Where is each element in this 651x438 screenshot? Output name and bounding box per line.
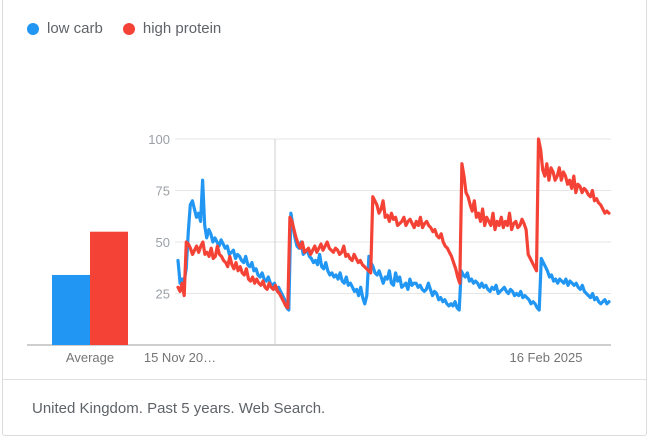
legend-label: high protein (142, 20, 222, 37)
legend-label: low carb (47, 20, 103, 37)
average-bar-high-protein (90, 231, 128, 345)
footer-divider (3, 379, 646, 380)
average-label: Average (66, 350, 114, 365)
legend: low carb high protein (27, 20, 221, 37)
legend-dot-icon (27, 22, 39, 35)
footer-caption: United Kingdom. Past 5 years. Web Search… (32, 400, 326, 417)
x-tick-label: 16 Feb 2025 (509, 350, 582, 365)
series-line-low-carb (176, 178, 611, 312)
average-bar-low-carb (52, 274, 90, 345)
series-line-high-protein (176, 137, 611, 310)
legend-item-low-carb[interactable]: low carb (27, 20, 103, 37)
y-tick-label: 50 (156, 235, 170, 250)
x-tick-label: 15 Nov 20… (144, 350, 216, 365)
legend-dot-icon (122, 22, 135, 35)
y-tick-label: 25 (156, 287, 170, 302)
legend-item-high-protein[interactable]: high protein (122, 20, 222, 37)
y-tick-label: 100 (148, 132, 170, 147)
y-tick-label: 75 (156, 184, 170, 199)
